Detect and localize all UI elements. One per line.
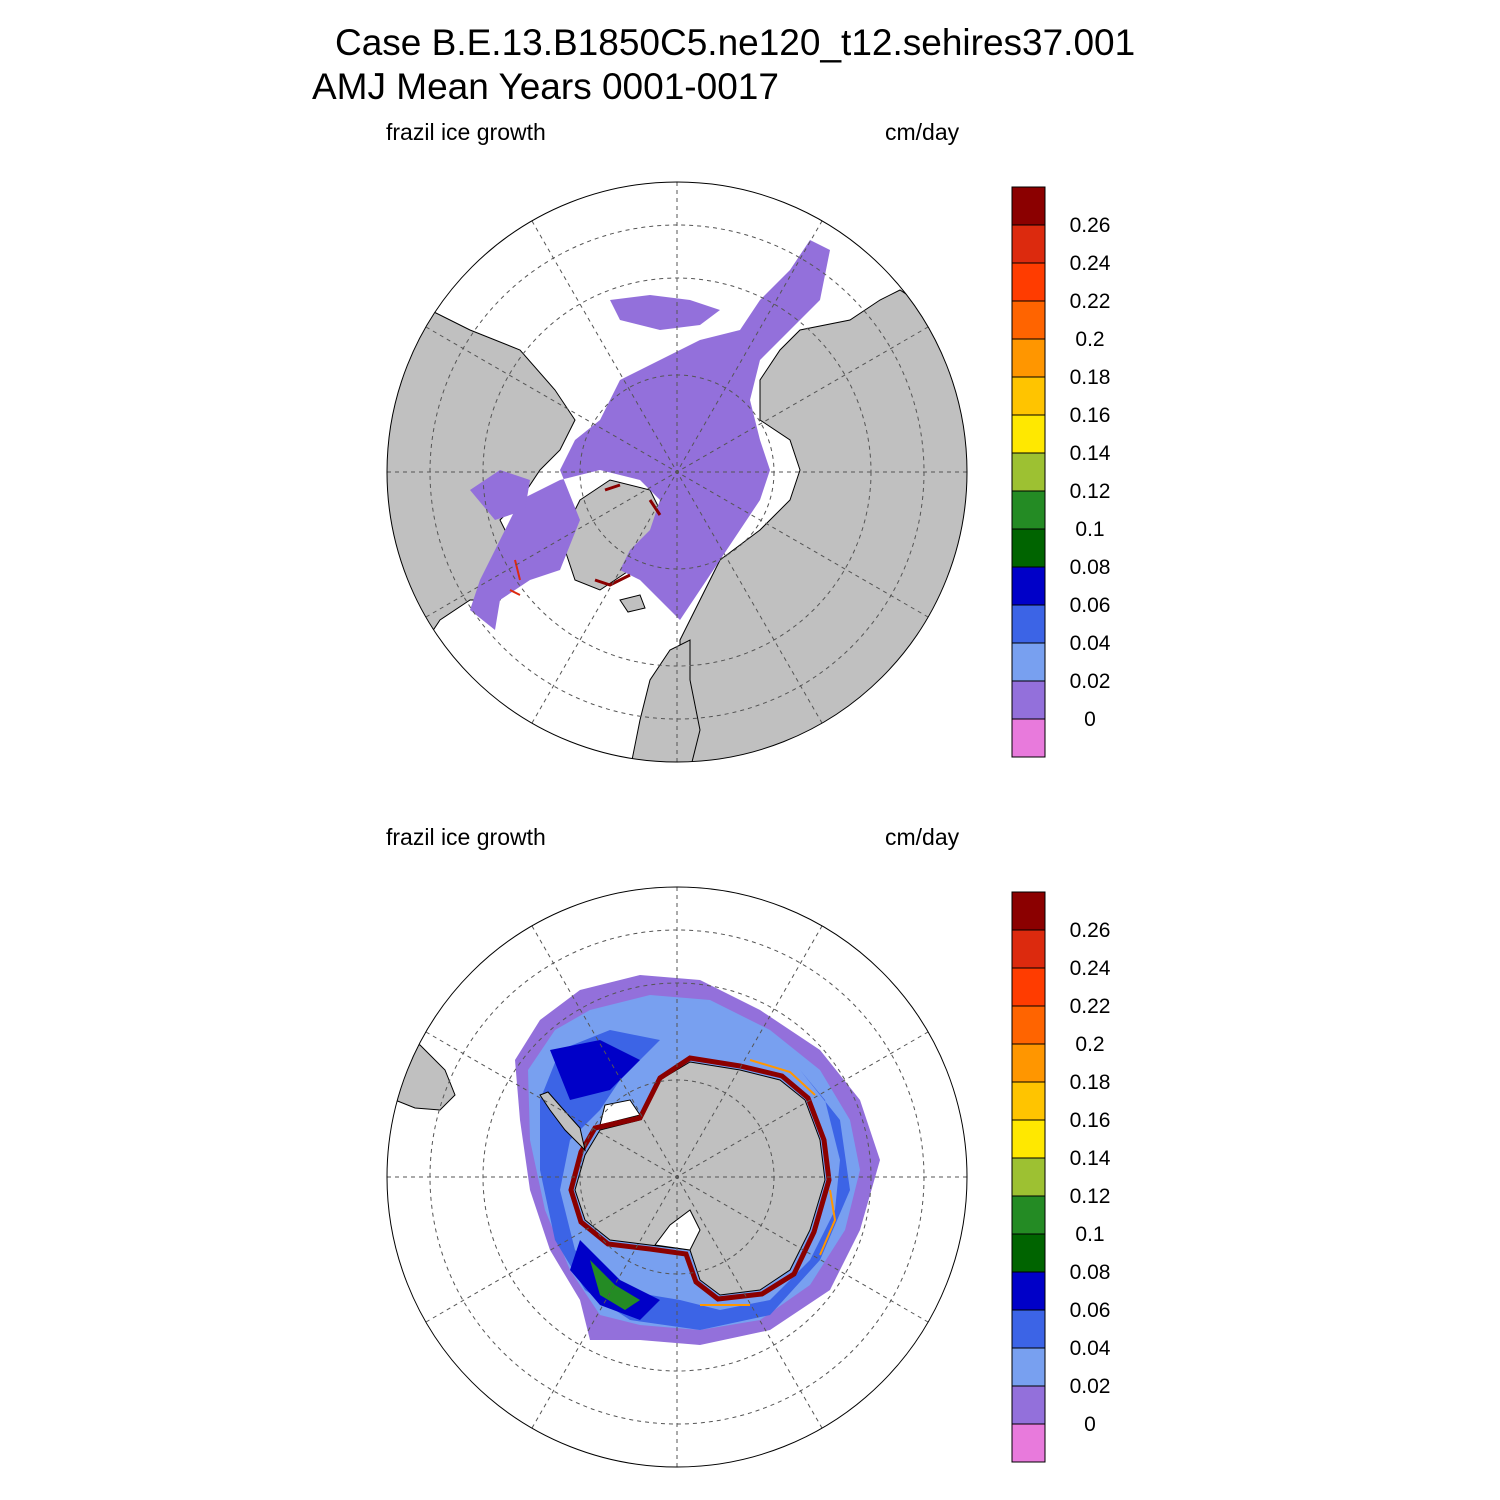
north-colorbar-swatch [1011,338,1046,378]
north-colorbar-tick-label: 0.1 [1075,518,1104,541]
north-colorbar-tick-label: 0 [1084,708,1096,731]
south-colorbar-tick-label: 0.06 [1070,1299,1111,1322]
north-colorbar-tick-label: 0.18 [1070,366,1111,389]
ronne-ice-shelf [599,1099,641,1126]
south-colorbar-tick-label: 0.14 [1070,1147,1111,1170]
north-colorbar: 0.26 0.24 0.22 0.2 0.18 0.16 0.14 0.12 0.1 0.08 0.… [1011,186,1111,758]
south-colorbar-swatch [1011,1119,1046,1159]
north-units-label: cm/day [885,119,960,145]
barents-sea-ice [610,295,720,330]
arctic-sea-ice [470,240,830,630]
north-colorbar-tick-label: 0.2 [1075,328,1104,351]
south-colorbar-tick-label: 0.12 [1070,1185,1111,1208]
south-colorbar-swatch [1011,1195,1046,1235]
north-colorbar-tick-label: 0.06 [1070,594,1111,617]
antarctic-coastal-frazil-ring [568,1055,832,1302]
south-colorbar-swatch [1011,967,1046,1007]
north-colorbar-swatch [1011,680,1046,720]
south-colorbar-swatch [1011,929,1046,969]
south-colorbar-tick-label: 0.08 [1070,1261,1111,1284]
main-title-line-2: AMJ Mean Years 0001-0017 [312,66,779,107]
north-colorbar-swatch [1011,376,1046,416]
south-colorbar-tick-label: 0.26 [1070,919,1111,942]
north-variable-label: frazil ice growth [386,119,546,145]
south-colorbar-swatch [1011,1385,1046,1425]
north-colorbar-swatch [1011,528,1046,568]
south-colorbar-swatch [1011,1043,1046,1083]
south-colorbar-swatch [1011,1423,1046,1463]
ross-sea-green [590,1260,640,1310]
north-colorbar-swatch [1011,642,1046,682]
north-colorbar-swatch [1011,262,1046,302]
hudson-bay-ice [470,470,530,520]
labrador-frazil-streak [509,559,521,596]
south-colorbar-tick-label: 0.04 [1070,1337,1111,1360]
north-colorbar-tick-label: 0.16 [1070,404,1111,427]
north-colorbar-swatch [1011,224,1046,264]
north-colorbar-swatch [1011,490,1046,530]
south-colorbar-swatch [1011,1081,1046,1121]
europe-land [629,639,701,762]
iceland-land [619,594,646,613]
south-colorbar-swatch [1011,891,1046,931]
south-colorbar-swatch [1011,1271,1046,1311]
south-graticule [387,887,967,1467]
antarctica-land [574,1061,826,1296]
north-colorbar-tick-label: 0.04 [1070,632,1111,655]
north-colorbar-swatch [1011,604,1046,644]
north-colorbar-tick-label: 0.14 [1070,442,1111,465]
north-colorbar-tick-label: 0.24 [1070,252,1111,275]
south-colorbar-tick-label: 0.18 [1070,1071,1111,1094]
north-map-border [386,181,968,763]
north-colorbar-tick-label: 0.12 [1070,480,1111,503]
antarctic-peninsula [539,1091,586,1152]
north-colorbar-tick-label: 0.08 [1070,556,1111,579]
antarctic-coastal-orange [700,1059,837,1306]
south-colorbar-swatch [1011,1347,1046,1387]
south-polar-map [386,886,968,1468]
south-colorbar-swatch [1011,1309,1046,1349]
north-graticule [387,182,967,762]
south-colorbar-tick-label: 0 [1084,1413,1096,1436]
south-colorbar-tick-label: 0.02 [1070,1375,1111,1398]
weddell-sea-dark-blue [550,1040,640,1100]
south-colorbar-swatch [1011,1157,1046,1197]
north-colorbar-tick-label: 0.22 [1070,290,1111,313]
north-colorbar-swatch [1011,414,1046,454]
north-colorbar-tick-label: 0.26 [1070,214,1111,237]
south-colorbar-tick-label: 0.16 [1070,1109,1111,1132]
north-colorbar-swatch [1011,300,1046,340]
north-colorbar-tick-label: 0.02 [1070,670,1111,693]
south-colorbar-tick-label: 0.2 [1075,1033,1104,1056]
ross-ice-shelf [654,1209,701,1251]
north-colorbar-swatch [1011,186,1046,226]
south-units-label: cm/day [885,824,960,850]
south-colorbar-swatch [1011,1005,1046,1045]
greenland-frazil-streak [594,483,662,587]
south-colorbar-tick-label: 0.1 [1075,1223,1104,1246]
north-colorbar-swatch [1011,718,1046,758]
south-map-border [386,886,968,1468]
south-variable-label: frazil ice growth [386,824,546,850]
main-title-line-1: Case B.E.13.B1850C5.ne120_t12.sehires37.… [335,22,1136,63]
south-colorbar: 0.26 0.24 0.22 0.2 0.18 0.16 0.14 0.12 0.1 0.08 0.… [1011,891,1111,1463]
south-colorbar-swatch [1011,1233,1046,1273]
north-polar-map [386,181,968,763]
north-colorbar-swatch [1011,566,1046,606]
south-colorbar-tick-label: 0.24 [1070,957,1111,980]
south-colorbar-tick-label: 0.22 [1070,995,1111,1018]
north-colorbar-swatch [1011,452,1046,492]
